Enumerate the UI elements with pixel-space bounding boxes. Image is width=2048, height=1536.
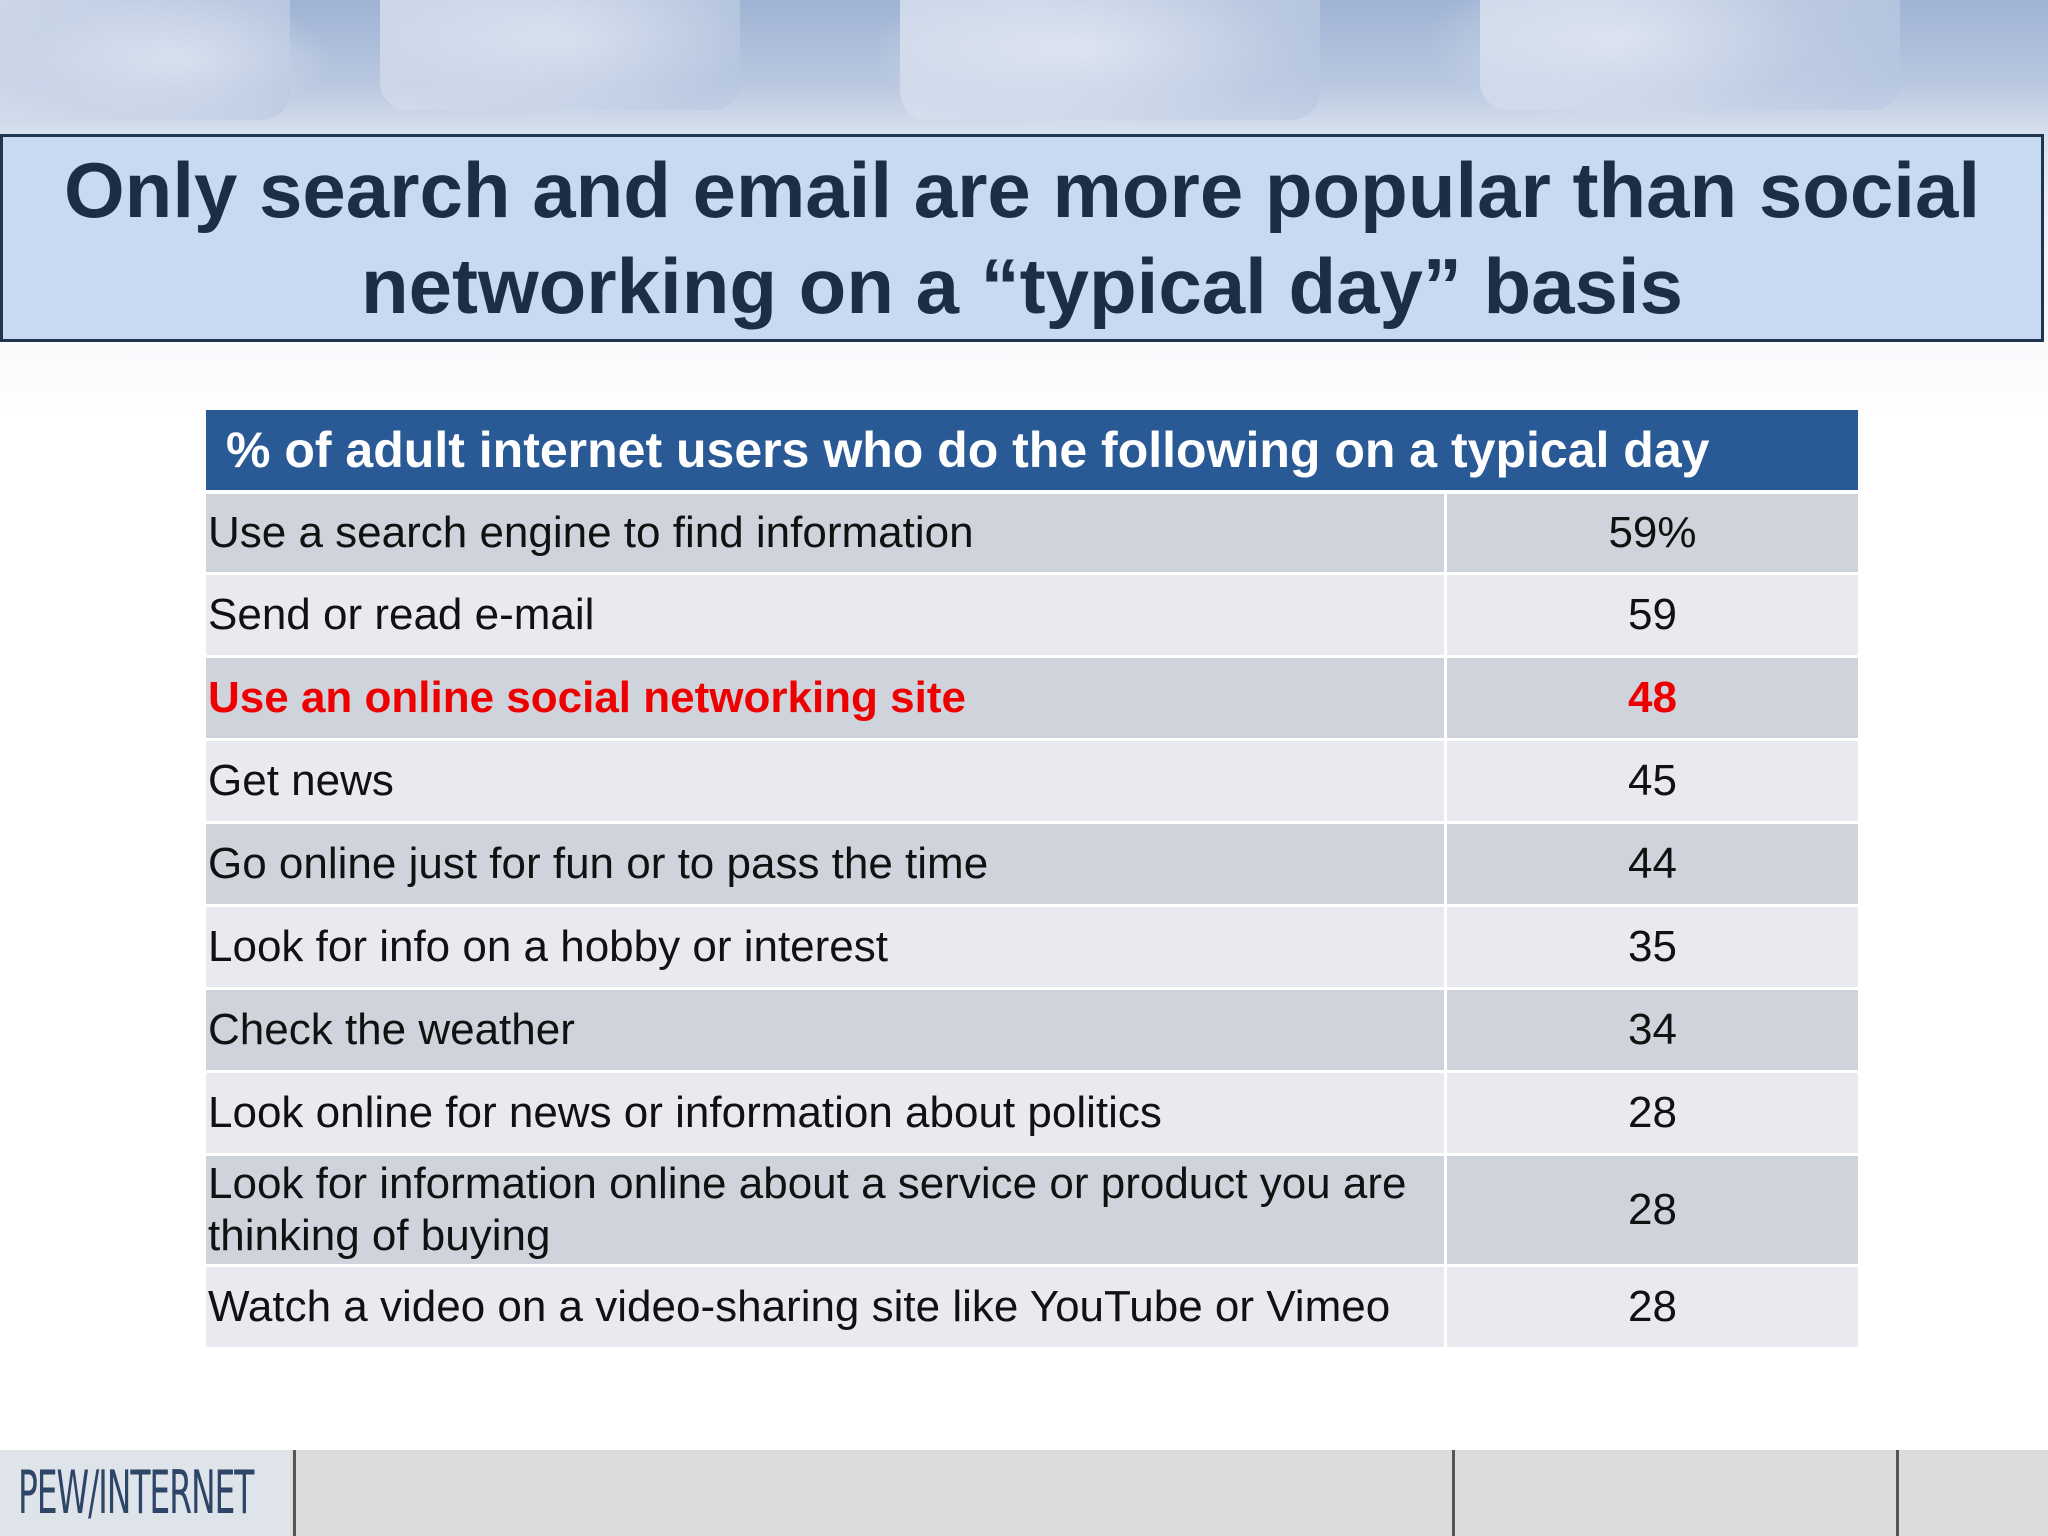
- keyboard-key: [0, 0, 290, 120]
- logo-text: PEW/INTERNET: [18, 1458, 254, 1528]
- row-value: 59%: [1447, 494, 1858, 572]
- row-value: 28: [1447, 1156, 1858, 1264]
- table-row: Watch a video on a video-sharing site li…: [206, 1267, 1858, 1347]
- row-label: Watch a video on a video-sharing site li…: [206, 1267, 1444, 1347]
- table-body: Use a search engine to find information 5…: [206, 494, 1858, 1347]
- table-row: Look online for news or information abou…: [206, 1073, 1858, 1153]
- table-row: Get news 45: [206, 741, 1858, 821]
- row-label: Look online for news or information abou…: [206, 1073, 1444, 1153]
- table-row: Use an online social networking site 48: [206, 658, 1858, 738]
- row-label: Look for info on a hobby or interest: [206, 907, 1444, 987]
- pew-internet-logo: PEW/INTERNET: [0, 1450, 290, 1536]
- keyboard-key: [900, 0, 1320, 120]
- row-value: 28: [1447, 1073, 1858, 1153]
- footer-bar: PEW/INTERNET: [0, 1450, 2048, 1536]
- table-row: Go online just for fun or to pass the ti…: [206, 824, 1858, 904]
- row-value: 44: [1447, 824, 1858, 904]
- table-row: Look for information online about a serv…: [206, 1156, 1858, 1264]
- row-label: Use an online social networking site: [206, 658, 1444, 738]
- footer-divider: [1896, 1450, 1899, 1536]
- footer-divider: [293, 1450, 296, 1536]
- row-value: 48: [1447, 658, 1858, 738]
- row-label: Send or read e-mail: [206, 575, 1444, 655]
- keyboard-key: [1480, 0, 1900, 110]
- table-header: % of adult internet users who do the fol…: [206, 410, 1858, 490]
- footer-divider: [1452, 1450, 1455, 1536]
- row-value: 45: [1447, 741, 1858, 821]
- row-label: Look for information online about a serv…: [206, 1156, 1444, 1264]
- table-row: Send or read e-mail 59: [206, 575, 1858, 655]
- table-row: Use a search engine to find information 5…: [206, 494, 1858, 572]
- row-label: Check the weather: [206, 990, 1444, 1070]
- title-banner: Only search and email are more popular t…: [0, 134, 2044, 342]
- row-value: 28: [1447, 1267, 1858, 1347]
- data-table: % of adult internet users who do the fol…: [206, 410, 1858, 1350]
- row-label: Use a search engine to find information: [206, 494, 1444, 572]
- row-value: 35: [1447, 907, 1858, 987]
- row-label: Get news: [206, 741, 1444, 821]
- keyboard-key: [380, 0, 740, 110]
- table-row: Check the weather 34: [206, 990, 1858, 1070]
- table-row: Look for info on a hobby or interest 35: [206, 907, 1858, 987]
- row-label: Go online just for fun or to pass the ti…: [206, 824, 1444, 904]
- row-value: 59: [1447, 575, 1858, 655]
- row-value: 34: [1447, 990, 1858, 1070]
- slide-title: Only search and email are more popular t…: [64, 146, 1980, 330]
